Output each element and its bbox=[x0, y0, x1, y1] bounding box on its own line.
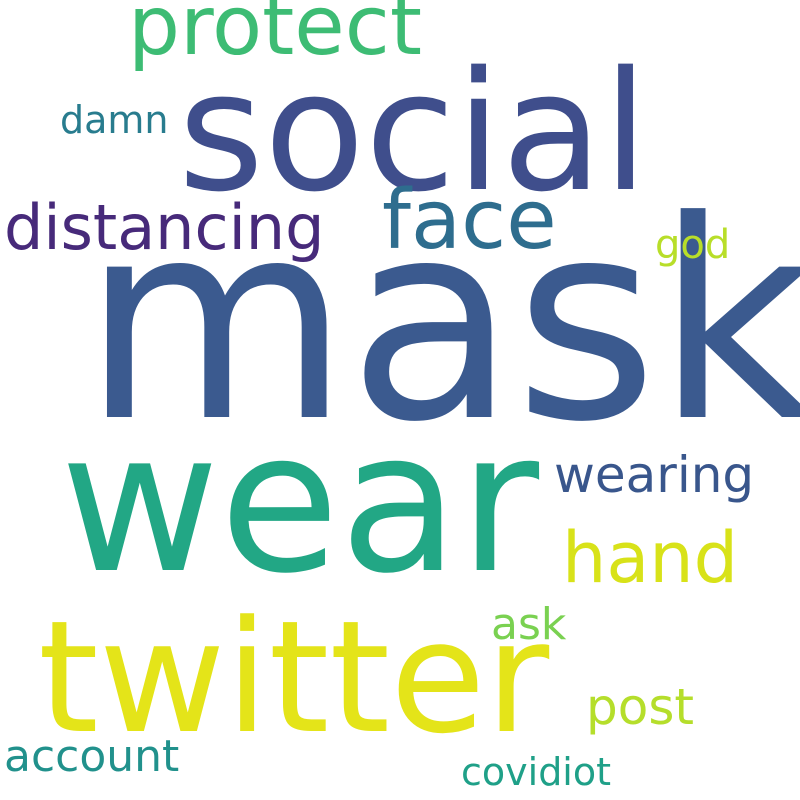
word-social: social bbox=[178, 36, 649, 228]
word-god: god bbox=[655, 222, 731, 268]
word-wear: wear bbox=[60, 389, 540, 616]
word-ask: ask bbox=[491, 599, 567, 650]
word-mask: mask bbox=[82, 162, 800, 482]
word-face: face bbox=[382, 173, 557, 268]
word-account: account bbox=[4, 731, 180, 782]
word-covidiot: covidiot bbox=[461, 750, 612, 794]
word-protect: protect bbox=[128, 0, 422, 74]
word-wearing: wearing bbox=[554, 446, 755, 504]
word-distancing: distancing bbox=[4, 191, 325, 264]
word-post: post bbox=[586, 678, 694, 736]
word-damn: damn bbox=[60, 98, 169, 142]
word-twitter: twitter bbox=[38, 587, 550, 768]
word-hand: hand bbox=[562, 517, 739, 599]
